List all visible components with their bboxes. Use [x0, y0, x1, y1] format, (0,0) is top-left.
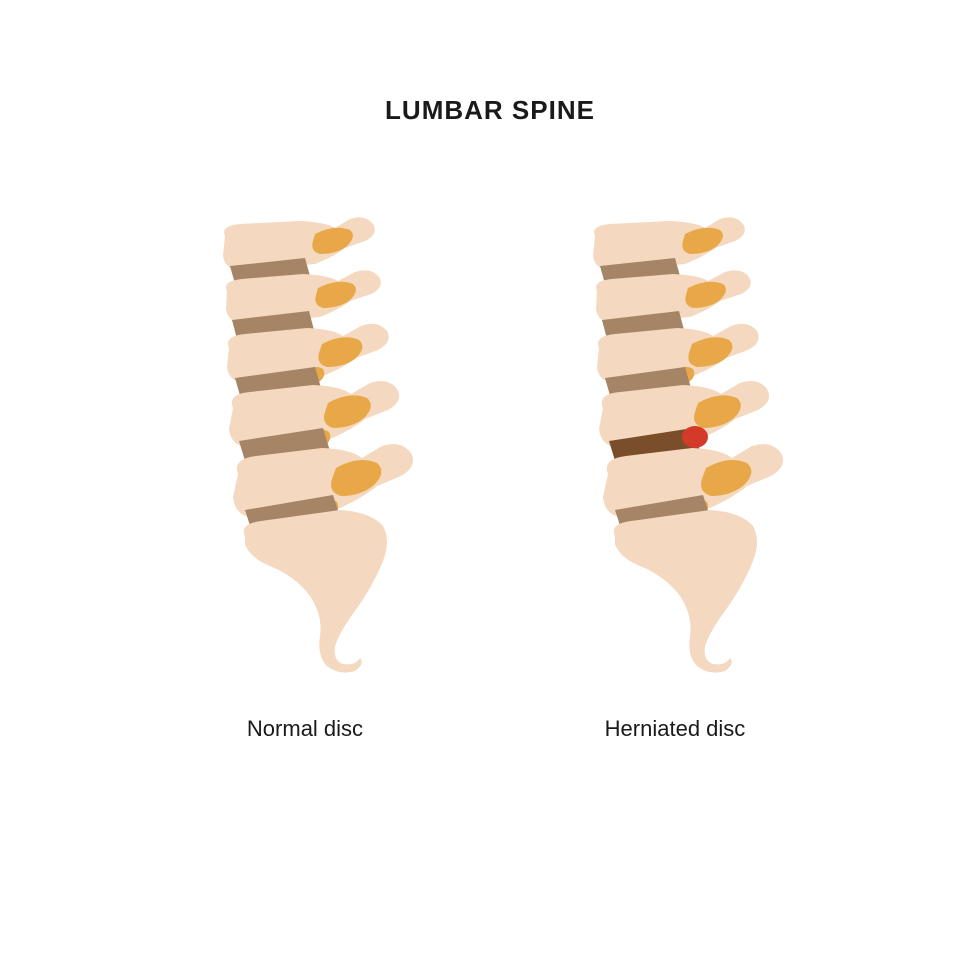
herniated-spine-column: Herniated disc — [565, 216, 785, 742]
herniated-caption: Herniated disc — [605, 716, 746, 742]
sacrum — [614, 510, 757, 673]
herniated-spine-illustration — [565, 216, 785, 676]
normal-caption: Normal disc — [247, 716, 363, 742]
diagram-row: Normal disc — [195, 216, 785, 742]
herniation-bulge — [682, 426, 708, 448]
sacrum — [244, 510, 387, 673]
page-title: LUMBAR SPINE — [385, 95, 595, 126]
normal-spine-illustration — [195, 216, 415, 676]
diagram-container: LUMBAR SPINE — [0, 0, 980, 980]
normal-spine-column: Normal disc — [195, 216, 415, 742]
